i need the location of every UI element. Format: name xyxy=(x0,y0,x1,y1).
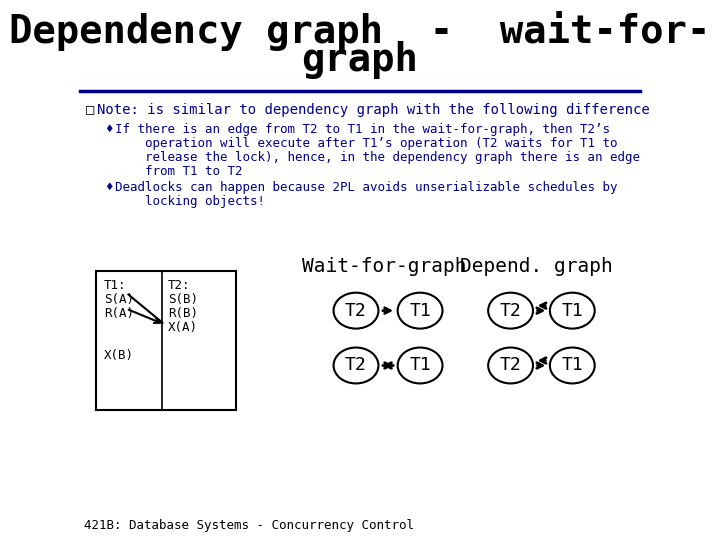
Text: T2: T2 xyxy=(500,356,521,374)
Text: T1: T1 xyxy=(562,356,583,374)
Ellipse shape xyxy=(333,293,379,328)
Text: T1:: T1: xyxy=(104,279,126,292)
Text: T2: T2 xyxy=(500,302,521,320)
Ellipse shape xyxy=(550,293,595,328)
Text: locking objects!: locking objects! xyxy=(115,195,265,208)
Text: T2: T2 xyxy=(345,356,367,374)
Text: T2:: T2: xyxy=(168,279,191,292)
Text: X(A): X(A) xyxy=(168,321,198,334)
Bar xyxy=(96,271,236,410)
Text: If there is an edge from T2 to T1 in the wait-for-graph, then T2’s: If there is an edge from T2 to T1 in the… xyxy=(115,123,610,136)
Text: S(B): S(B) xyxy=(168,293,198,306)
Text: T1: T1 xyxy=(409,302,431,320)
Ellipse shape xyxy=(488,293,533,328)
Text: Deadlocks can happen because 2PL avoids unserializable schedules by: Deadlocks can happen because 2PL avoids … xyxy=(115,181,617,194)
Text: X(B): X(B) xyxy=(104,348,134,362)
Text: R(A): R(A) xyxy=(104,307,134,320)
Text: Depend. graph: Depend. graph xyxy=(460,256,613,276)
Text: T1: T1 xyxy=(409,356,431,374)
Text: 421B: Database Systems - Concurrency Control: 421B: Database Systems - Concurrency Con… xyxy=(84,519,414,532)
Text: Note: is similar to dependency graph with the following difference: Note: is similar to dependency graph wit… xyxy=(97,103,650,117)
Text: S(A): S(A) xyxy=(104,293,134,306)
Text: □: □ xyxy=(86,103,94,117)
Text: ♦: ♦ xyxy=(105,181,113,194)
Text: graph: graph xyxy=(302,41,418,79)
Text: operation will execute after T1’s operation (T2 waits for T1 to: operation will execute after T1’s operat… xyxy=(115,137,617,150)
Ellipse shape xyxy=(397,348,443,383)
Text: R(B): R(B) xyxy=(168,307,198,320)
Text: from T1 to T2: from T1 to T2 xyxy=(115,165,243,178)
Text: Wait-for-graph: Wait-for-graph xyxy=(302,256,467,276)
Ellipse shape xyxy=(550,348,595,383)
Text: T1: T1 xyxy=(562,302,583,320)
Ellipse shape xyxy=(333,348,379,383)
Text: Dependency graph  -  wait-for-: Dependency graph - wait-for- xyxy=(9,11,711,51)
Text: T2: T2 xyxy=(345,302,367,320)
Ellipse shape xyxy=(488,348,533,383)
Text: ♦: ♦ xyxy=(105,123,113,136)
Text: release the lock), hence, in the dependency graph there is an edge: release the lock), hence, in the depende… xyxy=(115,151,640,164)
Ellipse shape xyxy=(397,293,443,328)
